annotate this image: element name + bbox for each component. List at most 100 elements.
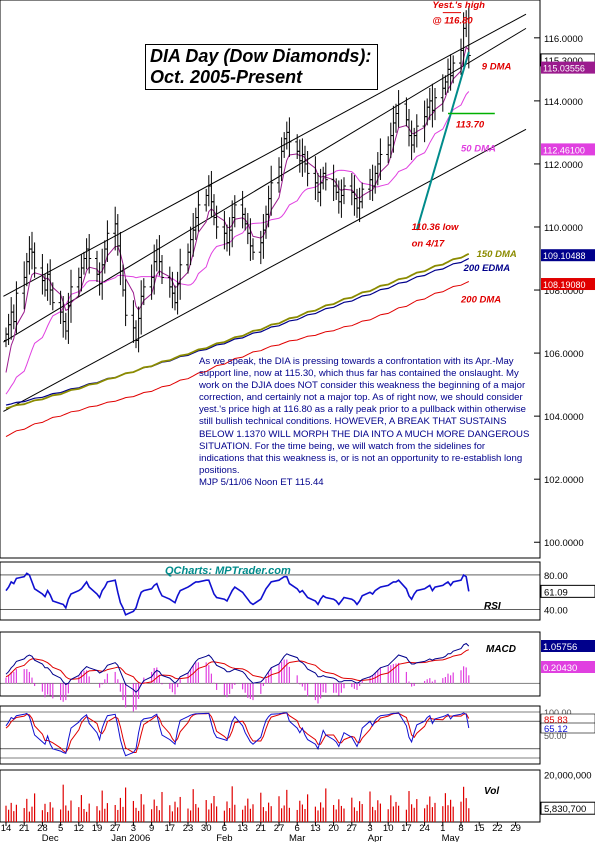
commentary-body: As we speak, the DIA is pressing towards…	[199, 356, 530, 476]
price-annotation: 110.36 low	[412, 222, 459, 233]
x-tick-label: 20	[328, 823, 339, 834]
side-label-text: 108.19080	[543, 280, 586, 290]
macd-side-label-box	[541, 640, 595, 652]
watermark: QCharts: MPTrader.com	[165, 565, 291, 577]
x-tick-label: 12	[74, 823, 85, 834]
panel-macd	[0, 631, 541, 697]
x-tick-label: 21	[256, 823, 267, 834]
x-tick-label: 27	[110, 823, 121, 834]
side-label-text: 115.03556	[543, 64, 585, 74]
ma-line-dma150	[5, 252, 470, 410]
volume-side-label: 5,830,700	[544, 804, 586, 815]
x-tick-label: 1	[440, 823, 445, 834]
panel-volume	[0, 769, 541, 823]
price-tick-label: 114.0000	[544, 97, 583, 108]
x-tick-label: 8	[458, 823, 463, 834]
price-tick-label: 116.0000	[544, 34, 583, 45]
month-label: Jan 2006	[111, 833, 150, 842]
trend-line-lower	[3, 128, 527, 412]
rsi-label: RSI	[484, 601, 501, 612]
x-tick-label: 13	[310, 823, 321, 834]
stoch-k-line	[5, 712, 470, 757]
rsi-line	[5, 572, 470, 616]
price-annotation: Yest.'s high	[432, 0, 485, 11]
ma-line-dma50	[5, 91, 470, 395]
trend-line-upper-2	[3, 27, 527, 343]
macd-side-label: 1.05756	[543, 642, 577, 653]
chart-title-line2: Oct. 2005-Present	[150, 67, 303, 87]
x-tick-label: 5	[58, 823, 63, 834]
commentary-signature: MJP 5/11/06 Noon ET 115.44	[199, 476, 324, 488]
macd-label: MACD	[486, 644, 516, 655]
rsi-side-label: 61.09	[544, 587, 568, 598]
month-label: May	[442, 833, 460, 842]
x-tick-label: 29	[510, 823, 521, 834]
price-annotation: 200 EDMA	[463, 263, 511, 274]
price-annotation: 9 DMA	[482, 61, 512, 72]
x-tick-label: 28	[37, 823, 48, 834]
price-tick-label: 112.0000	[544, 160, 583, 171]
macd-line	[5, 642, 470, 693]
trend-line-upper-1	[3, 13, 527, 297]
month-label: Feb	[216, 833, 232, 842]
month-label: Dec	[42, 833, 59, 842]
side-label-text: 112.46100	[543, 145, 585, 155]
price-tick-label: 110.0000	[544, 223, 583, 234]
panel-price	[0, 0, 541, 559]
x-tick-label: 19	[92, 823, 103, 834]
x-tick-label: 30	[201, 823, 212, 834]
x-tick-label: 6	[295, 823, 300, 834]
stoch-side-label-box	[540, 722, 595, 734]
stoch-side-label: 85.83	[544, 715, 568, 726]
rsi-layer: 80.00 40.00 61.09 RSI	[0, 571, 595, 617]
x-tick-label: 24	[419, 823, 430, 834]
x-tick-label: 6	[222, 823, 227, 834]
x-tick-label: 13	[237, 823, 248, 834]
chart-title: DIA Day (Dow Diamonds): Oct. 2005-Presen…	[145, 44, 378, 90]
price-tick-label: 104.0000	[544, 412, 584, 423]
price-annotation: 50 DMA	[461, 143, 496, 154]
panel-stochastics	[0, 705, 541, 765]
x-tick-label: 21	[19, 823, 30, 834]
x-tick-label: 17	[401, 823, 412, 834]
month-label: Apr	[368, 833, 383, 842]
x-tick-label: 10	[383, 823, 394, 834]
side-label-box	[541, 249, 595, 262]
rsi-side-label-box	[540, 584, 595, 598]
price-layer: Yest.'s high @ 116.80 9 DMA 113.70 50 DMA 110…	[3, 0, 527, 438]
price-annotation: 200 DMA	[460, 295, 501, 306]
ma-line-dma200	[5, 281, 470, 438]
side-label-box	[541, 143, 595, 156]
ma-line-edma200	[5, 257, 470, 406]
price-annotation: 150 DMA	[477, 249, 517, 260]
side-label-box	[541, 61, 595, 74]
price-tick-label: 100.0000	[544, 538, 584, 549]
macd-side-label-box	[541, 661, 595, 673]
x-tick-label: 22	[492, 823, 503, 834]
x-tick-label: 15	[474, 823, 485, 834]
panel-rsi	[0, 561, 541, 621]
macd-signal-line	[5, 649, 469, 685]
stoch-tick-label: 100.00	[544, 708, 572, 718]
volume-side-label-box	[540, 801, 595, 815]
side-label-box	[541, 278, 595, 291]
price-tick-label: 108.0000	[544, 286, 584, 297]
x-tick-label: 27	[274, 823, 285, 834]
volume-label: Vol	[484, 786, 499, 797]
volume-layer: 20,000,000 5,830,700 Vol	[5, 771, 595, 822]
price-tick-label: 102.0000	[544, 475, 584, 486]
side-label-text: 115.3000	[544, 56, 583, 67]
month-label: Mar	[289, 833, 305, 842]
x-tick-label: 14	[1, 823, 12, 834]
price-annotation: on 4/17	[412, 239, 445, 250]
volume-tick-label: 20,000,000	[544, 771, 592, 782]
macd-layer: 1.05756 0.20430 MACD	[0, 640, 595, 712]
commentary-text: As we speak, the DIA is pressing towards…	[199, 356, 531, 489]
x-tick-label: 27	[347, 823, 358, 834]
x-tick-label: 3	[367, 823, 372, 834]
x-tick-label: 3	[131, 823, 136, 834]
stoch-tick-label: 50.00	[544, 731, 567, 741]
chart-title-line1: DIA Day (Dow Diamonds):	[150, 46, 372, 66]
